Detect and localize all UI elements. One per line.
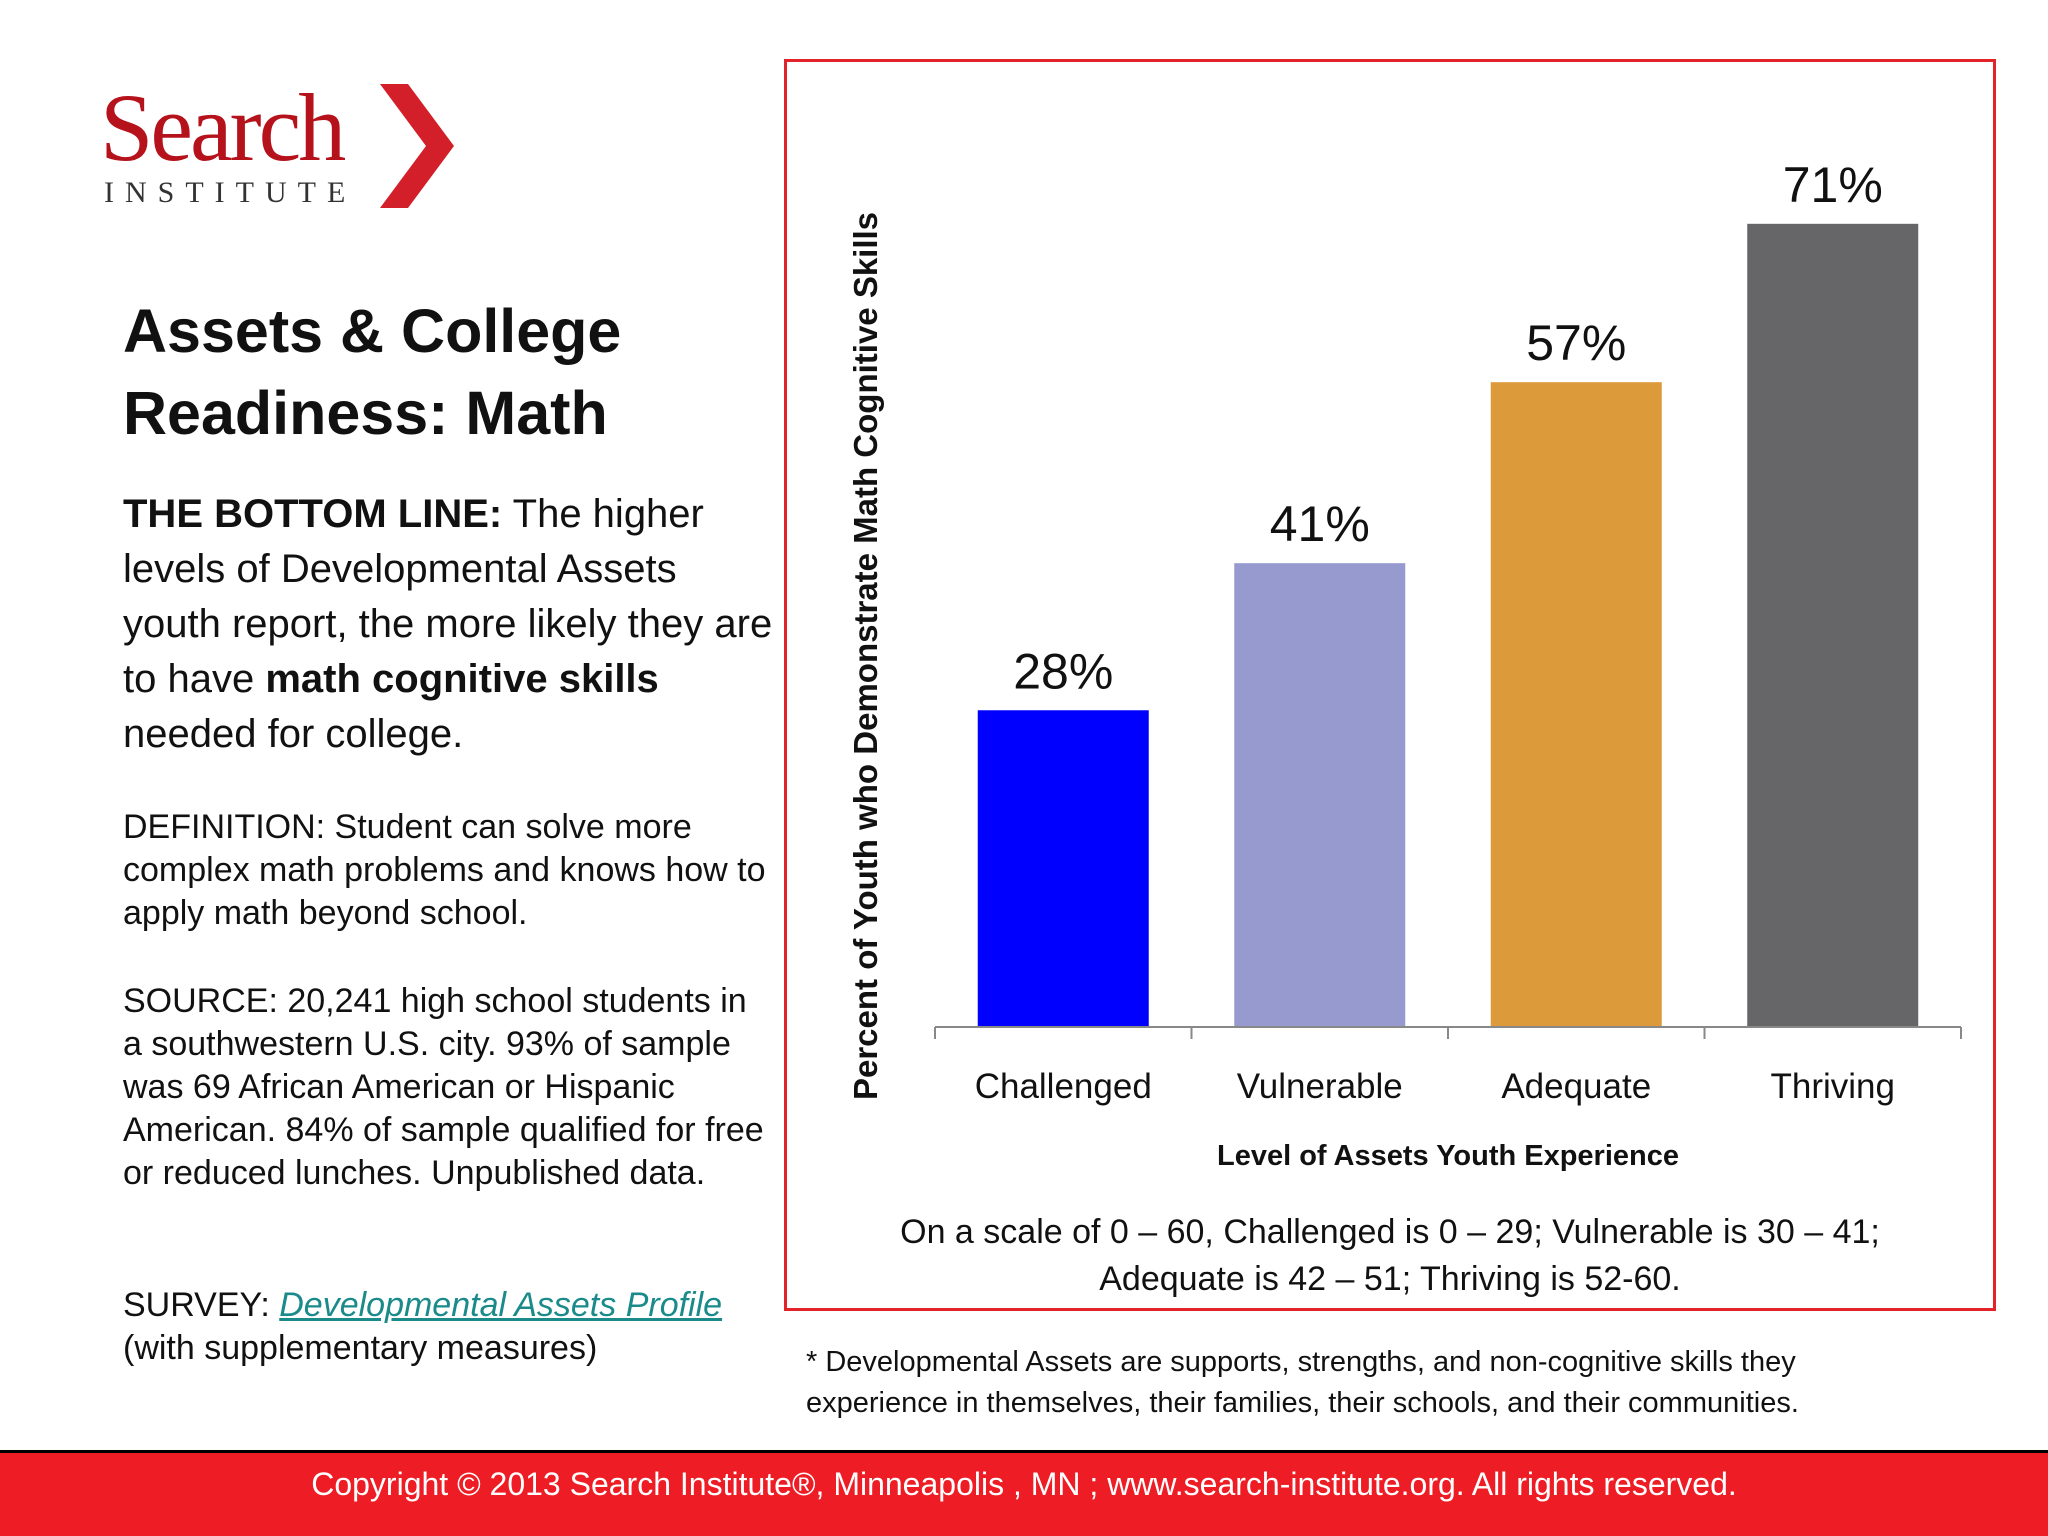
scale-note-line-1: On a scale of 0 – 60, Challenged is 0 – … — [900, 1213, 1880, 1251]
data-label-challenged: 28% — [1013, 643, 1113, 699]
bar-challenged — [977, 710, 1149, 1027]
survey-label: SURVEY: — [123, 1286, 280, 1324]
developmental-assets-profile-link[interactable]: Developmental Assets Profile — [279, 1286, 723, 1324]
title-line-1: Assets & College — [123, 297, 622, 365]
chart-frame: Percent of Youth who Demonstrate Math Co… — [784, 59, 1996, 1311]
footnote: * Developmental Assets are supports, str… — [806, 1342, 2006, 1424]
survey-suffix: (with supplementary measures) — [123, 1329, 598, 1367]
y-axis-label: Percent of Youth who Demonstrate Math Co… — [847, 212, 884, 1100]
copyright-footer: Copyright © 2013 Search Institute®, Minn… — [0, 1450, 2048, 1536]
title-line-2: Readiness: Math — [123, 379, 608, 447]
bottom-line-paragraph: THE BOTTOM LINE: The higher levels of De… — [123, 487, 773, 762]
data-label-adequate: 57% — [1526, 315, 1626, 371]
bar-chart: Percent of Youth who Demonstrate Math Co… — [847, 157, 1962, 1172]
definition-text: DEFINITION: Student can solve more compl… — [123, 808, 766, 932]
bottom-line-text-1: The higher levels of Developmental Asset… — [123, 492, 773, 701]
source-text: SOURCE: 20,241 high school students in a… — [123, 982, 764, 1192]
logo-subtitle: INSTITUTE — [104, 176, 357, 209]
x-tick-label-challenged: Challenged — [975, 1067, 1152, 1106]
data-label-vulnerable: 41% — [1270, 496, 1370, 552]
bar-adequate — [1490, 382, 1662, 1027]
page-title: Assets & College Readiness: Math — [123, 290, 743, 454]
footnote-line-2: experience in themselves, their families… — [806, 1387, 1799, 1419]
bar-thriving — [1747, 223, 1919, 1027]
logo-wordmark: Search — [100, 74, 346, 181]
chevron-right-icon — [380, 84, 454, 208]
bottom-line-text-2: needed for college. — [123, 712, 464, 756]
bottom-line-label: THE BOTTOM LINE: — [123, 492, 503, 536]
bar-vulnerable — [1234, 563, 1406, 1027]
bottom-line-emphasis: math cognitive skills — [265, 657, 659, 701]
scale-note-line-2: Adequate is 42 – 51; Thriving is 52-60. — [1099, 1260, 1681, 1298]
search-institute-logo: Search INSTITUTE — [100, 80, 460, 210]
x-tick-label-thriving: Thriving — [1771, 1067, 1895, 1106]
survey-text: SURVEY: Developmental Assets Profile (wit… — [123, 1284, 773, 1370]
x-axis-label: Level of Assets Youth Experience — [1217, 1140, 1679, 1172]
x-tick-label-adequate: Adequate — [1501, 1067, 1651, 1106]
x-tick-label-vulnerable: Vulnerable — [1237, 1067, 1403, 1106]
data-label-thriving: 71% — [1783, 157, 1883, 213]
scale-note: On a scale of 0 – 60, Challenged is 0 – … — [787, 1209, 1993, 1303]
footnote-line-1: * Developmental Assets are supports, str… — [806, 1346, 1796, 1378]
